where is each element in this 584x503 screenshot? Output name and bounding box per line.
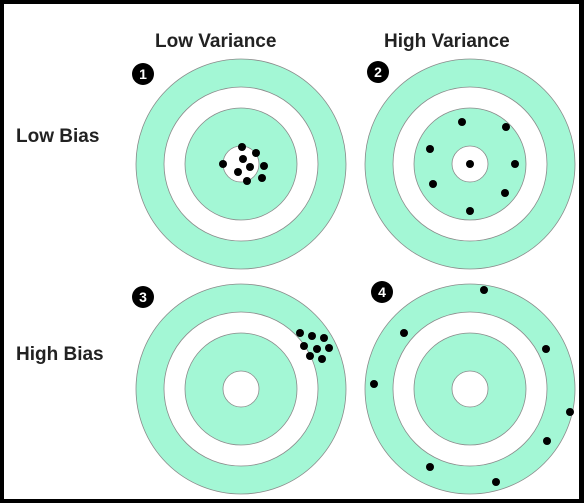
target-3-hit-6 — [325, 344, 333, 352]
target-2-hit-5 — [466, 160, 474, 168]
row-header-high-bias: High Bias — [16, 344, 104, 365]
target-1-hit-3 — [219, 160, 227, 168]
target-3-hit-8 — [318, 355, 326, 363]
target-3-hit-1 — [296, 329, 304, 337]
target-2-hit-2 — [502, 123, 510, 131]
target-2-hit-1 — [458, 118, 466, 126]
panel-3-number-badge — [132, 286, 154, 308]
column-header-high-variance: High Variance — [384, 31, 510, 52]
row-header-low-bias: Low Bias — [16, 126, 100, 147]
target-4-hit-1 — [480, 286, 488, 294]
target-3-hit-2 — [308, 332, 316, 340]
panel-4-number-badge — [371, 281, 393, 303]
panel-2-number-badge — [367, 61, 389, 83]
panel-2-number: 2 — [374, 64, 382, 80]
target-3-hit-4 — [300, 342, 308, 350]
target-2-hit-8 — [466, 207, 474, 215]
target-1-hit-6 — [260, 162, 268, 170]
column-header-low-variance: Low Variance — [155, 31, 277, 52]
target-4-hit-3 — [542, 345, 550, 353]
target-2-hit-7 — [501, 189, 509, 197]
target-1-hit-9 — [243, 177, 251, 185]
panel-4-number: 4 — [378, 284, 386, 300]
target-4-hit-4 — [370, 380, 378, 388]
panel-1-number-badge — [132, 63, 154, 85]
target-3-ring-4 — [222, 370, 260, 408]
target-1-hit-5 — [246, 163, 254, 171]
target-1-hit-2 — [252, 149, 260, 157]
target-4-hit-6 — [543, 437, 551, 445]
target-1-hit-7 — [234, 168, 242, 176]
panel-3-number: 3 — [139, 289, 147, 305]
target-4-ring-4 — [451, 370, 489, 408]
target-2-hit-3 — [426, 145, 434, 153]
target-4-hit-5 — [566, 408, 574, 416]
target-3-hit-5 — [313, 345, 321, 353]
target-4-hit-8 — [492, 478, 500, 486]
target-2-hit-4 — [511, 160, 519, 168]
target-1-hit-8 — [258, 174, 266, 182]
target-1-hit-1 — [238, 143, 246, 151]
target-4-hit-7 — [426, 463, 434, 471]
target-3-hit-7 — [306, 352, 314, 360]
target-2-hit-6 — [429, 180, 437, 188]
target-1-hit-4 — [239, 155, 247, 163]
target-4-hit-2 — [400, 329, 408, 337]
target-3-hit-3 — [320, 334, 328, 342]
panel-1-number: 1 — [139, 66, 147, 82]
